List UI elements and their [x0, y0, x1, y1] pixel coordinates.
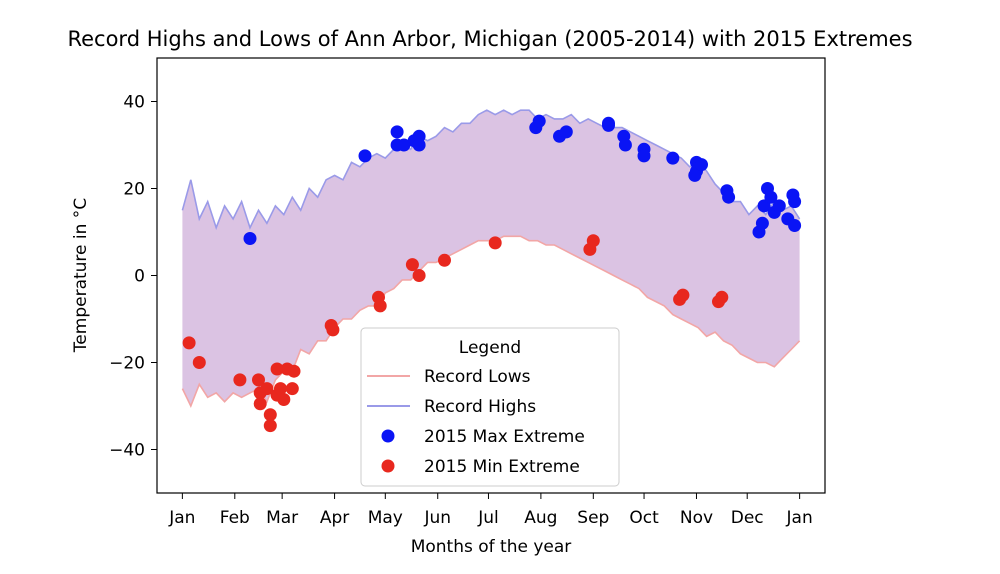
min-extreme-point — [252, 373, 265, 387]
max-extreme-point — [764, 190, 778, 204]
min-extreme-point — [488, 236, 502, 250]
min-extreme-point — [277, 393, 291, 406]
min-extreme-point — [373, 299, 387, 313]
max-extreme-point — [637, 149, 651, 163]
x-tick-label: Oct — [629, 508, 659, 528]
y-tick-label: 40 — [123, 93, 145, 113]
legend: Legend Record Lows Record Highs 2015 Max… — [360, 327, 620, 487]
y-tick-label: −20 — [109, 354, 145, 374]
x-axis-label: Months of the year — [411, 537, 572, 557]
chart-title: Record Highs and Lows of Ann Arbor, Mich… — [67, 27, 912, 51]
x-tick-label: Jun — [423, 508, 451, 528]
max-extreme-points — [243, 114, 802, 245]
min-extreme-point — [438, 253, 451, 267]
x-tick-label: Apr — [320, 508, 349, 528]
min-extreme-point — [326, 323, 340, 337]
plot-area — [181, 109, 802, 433]
legend-marker-min — [381, 459, 395, 473]
min-extreme-point — [253, 397, 267, 411]
x-tick-label: Feb — [220, 508, 250, 528]
legend-label-lows: Record Lows — [424, 367, 531, 387]
min-extreme-point — [676, 288, 690, 302]
legend-label-highs: Record Highs — [424, 397, 536, 417]
max-extreme-point — [688, 168, 702, 182]
min-extreme-point — [270, 362, 284, 376]
x-tick-label: Aug — [524, 508, 557, 528]
x-tick-label: Jan — [168, 508, 195, 528]
y-tick-label: −40 — [109, 441, 145, 461]
max-extreme-point — [666, 151, 680, 165]
min-extreme-point — [274, 382, 287, 396]
max-extreme-point — [358, 149, 372, 163]
min-extreme-point — [182, 336, 196, 350]
high-low-fill — [182, 110, 800, 406]
min-extreme-points — [182, 234, 729, 433]
min-extreme-point — [192, 356, 206, 369]
x-tick-label: Nov — [680, 508, 713, 528]
legend-label-min: 2015 Min Extreme — [424, 457, 580, 477]
max-extreme-point — [618, 138, 632, 152]
max-extreme-point — [390, 125, 404, 139]
x-tick-label: Jan — [786, 508, 813, 528]
min-extreme-point — [285, 382, 299, 396]
max-extreme-point — [772, 199, 786, 213]
y-axis-ticks: −40 −20 0 20 40 — [109, 93, 157, 461]
y-axis-label: Temperature in °C — [71, 198, 91, 353]
min-extreme-point — [715, 290, 729, 304]
legend-title: Legend — [459, 338, 521, 358]
x-tick-label: Jul — [477, 508, 499, 528]
max-extreme-point — [602, 118, 615, 132]
y-tick-label: 20 — [123, 180, 145, 200]
min-extreme-point — [412, 269, 426, 282]
max-extreme-point — [532, 114, 546, 128]
legend-label-max: 2015 Max Extreme — [424, 427, 585, 447]
x-tick-label: Sep — [577, 508, 609, 528]
min-extreme-point — [405, 258, 419, 272]
max-extreme-point — [722, 190, 736, 204]
min-extreme-point — [586, 234, 600, 248]
min-extreme-point — [263, 419, 277, 433]
legend-box — [360, 327, 620, 487]
x-axis-ticks: Jan Feb Mar Apr May Jun Jul Aug Sep Oct Nov Dec Jan — [168, 493, 813, 528]
y-tick-label: 0 — [134, 267, 145, 287]
min-extreme-point — [260, 382, 274, 396]
max-extreme-point — [757, 199, 771, 213]
min-extreme-point — [263, 408, 277, 422]
max-extreme-point — [412, 138, 426, 152]
max-extreme-point — [243, 232, 257, 245]
max-extreme-point — [559, 125, 573, 139]
max-extreme-point — [788, 219, 802, 232]
max-extreme-point — [788, 195, 802, 209]
min-extreme-point — [233, 373, 247, 387]
x-tick-label: May — [368, 508, 403, 528]
x-tick-label: Dec — [731, 508, 764, 528]
legend-marker-max — [381, 429, 395, 443]
min-extreme-point — [287, 364, 301, 378]
x-tick-label: Mar — [266, 508, 298, 528]
max-extreme-point — [397, 138, 411, 152]
max-extreme-point — [695, 158, 708, 172]
max-extreme-point — [755, 216, 769, 230]
